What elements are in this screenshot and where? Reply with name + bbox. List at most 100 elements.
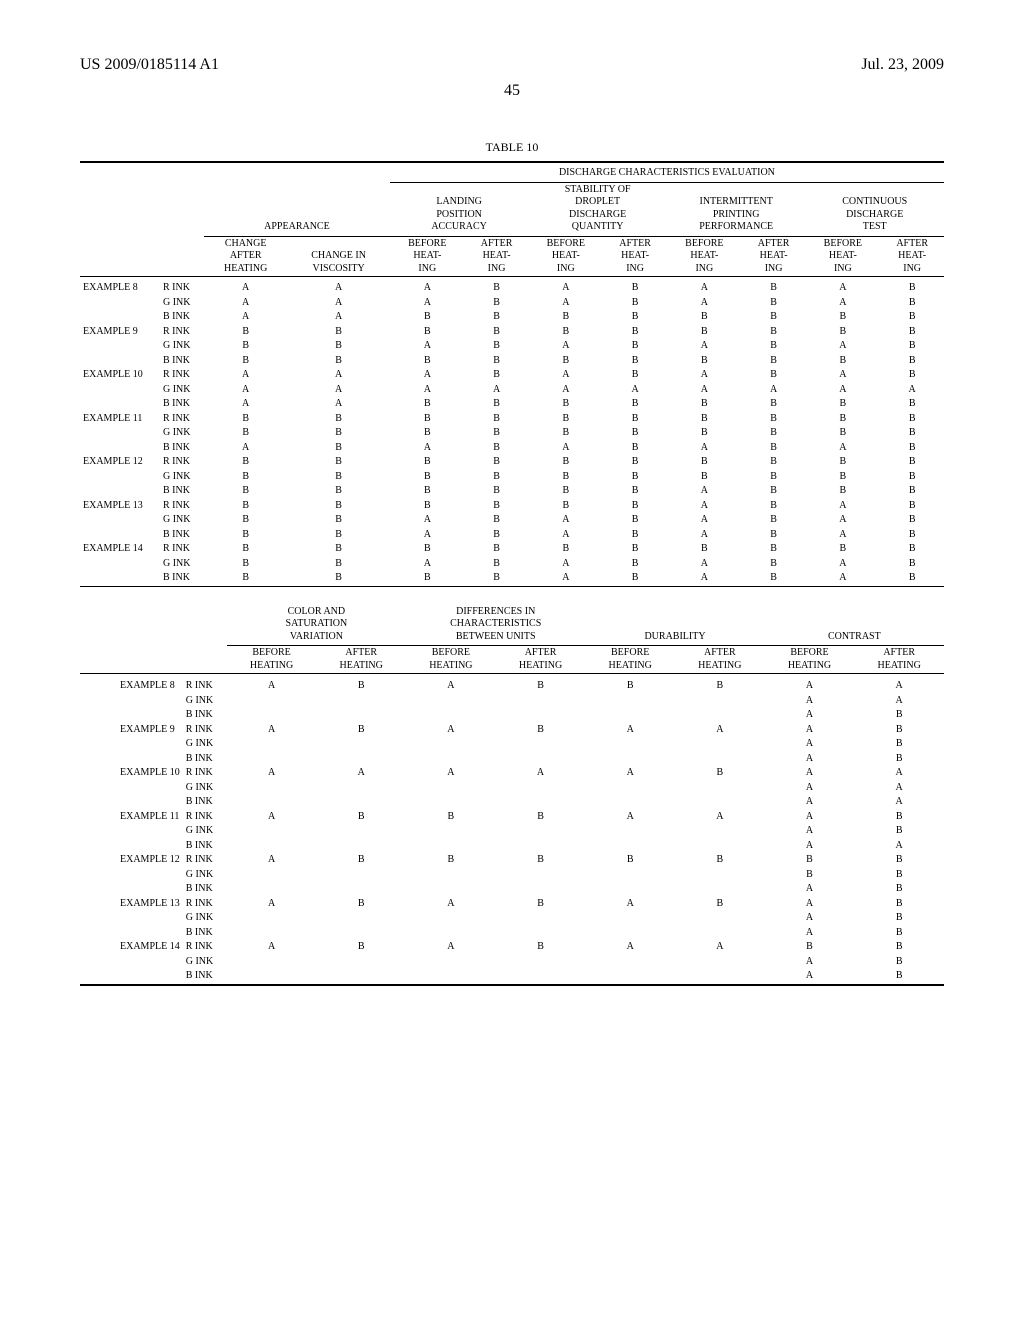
data-cell: A (204, 397, 287, 412)
publication-date: Jul. 23, 2009 (861, 56, 944, 74)
col-after: AFTERHEAT-ING (465, 236, 529, 277)
ink-cell: R INK (183, 940, 227, 955)
data-cell: B (603, 470, 667, 485)
data-cell: A (667, 557, 742, 572)
data-cell: B (316, 897, 406, 912)
col-after: AFTERHEAT-ING (880, 236, 944, 277)
example-cell: EXAMPLE 8 (80, 277, 160, 296)
table-row: B INKBBBBBBBBBB (80, 354, 944, 369)
data-cell: A (227, 766, 317, 781)
data-cell: B (880, 412, 944, 427)
col-after: AFTERHEAT-ING (742, 236, 806, 277)
data-cell: B (204, 542, 287, 557)
data-cell: A (406, 897, 496, 912)
example-cell (80, 571, 160, 586)
example-cell (80, 882, 183, 897)
data-cell: A (287, 397, 390, 412)
data-cell: A (765, 882, 855, 897)
col-before-heating: BEFOREHEATING (765, 646, 855, 674)
page-number: 45 (80, 82, 944, 100)
data-cell (316, 737, 406, 752)
data-cell (585, 839, 675, 854)
data-cell: A (316, 766, 406, 781)
data-cell: B (204, 571, 287, 586)
data-cell: B (854, 882, 944, 897)
ink-cell: R INK (160, 277, 204, 296)
table-row: G INKBBABABABAB (80, 513, 944, 528)
data-cell: A (805, 513, 880, 528)
data-cell (227, 955, 317, 970)
data-cell: A (406, 674, 496, 694)
data-cell: A (585, 940, 675, 955)
example-cell (80, 926, 183, 941)
ink-cell: R INK (160, 542, 204, 557)
col-after-heating: AFTERHEATING (675, 646, 765, 674)
data-cell: B (465, 557, 529, 572)
data-cell: B (880, 277, 944, 296)
ink-cell: G INK (183, 694, 227, 709)
table-row: G INKAB (80, 911, 944, 926)
data-cell: B (316, 810, 406, 825)
data-cell: B (603, 397, 667, 412)
ink-cell: G INK (160, 296, 204, 311)
example-cell (80, 441, 160, 456)
data-cell: A (805, 368, 880, 383)
table-row: G INKAAAAAAAAAA (80, 383, 944, 398)
data-cell: A (765, 795, 855, 810)
data-cell: B (316, 674, 406, 694)
data-cell: A (765, 955, 855, 970)
data-cell: A (603, 383, 667, 398)
data-cell: B (496, 897, 586, 912)
table-row: EXAMPLE 9R INKABABAAAB (80, 723, 944, 738)
example-cell (80, 354, 160, 369)
data-cell: B (880, 484, 944, 499)
example-cell: EXAMPLE 14 (80, 542, 160, 557)
data-cell: B (880, 441, 944, 456)
data-cell (227, 795, 317, 810)
table-row: EXAMPLE 12R INKBBBBBBBBBB (80, 455, 944, 470)
data-cell: B (390, 325, 465, 340)
ink-cell: R INK (183, 853, 227, 868)
data-cell: B (287, 412, 390, 427)
example-cell (80, 955, 183, 970)
data-cell: B (880, 499, 944, 514)
example-cell (80, 911, 183, 926)
data-cell: B (204, 339, 287, 354)
table-row: EXAMPLE 11R INKBBBBBBBBBB (80, 412, 944, 427)
ink-cell: B INK (160, 397, 204, 412)
data-cell: A (854, 795, 944, 810)
data-cell: B (287, 470, 390, 485)
ink-cell: B INK (160, 354, 204, 369)
ink-cell: G INK (160, 470, 204, 485)
data-cell: B (880, 397, 944, 412)
table-row: EXAMPLE 10R INKAAABABABAB (80, 368, 944, 383)
data-cell: A (765, 897, 855, 912)
data-cell (675, 824, 765, 839)
data-cell: A (667, 277, 742, 296)
ink-cell: G INK (183, 868, 227, 883)
ink-cell: G INK (160, 383, 204, 398)
data-cell (496, 868, 586, 883)
data-cell: B (287, 571, 390, 586)
data-cell (406, 737, 496, 752)
data-cell: B (667, 470, 742, 485)
data-cell: B (880, 296, 944, 311)
data-cell (675, 737, 765, 752)
data-cell: A (854, 781, 944, 796)
data-cell: A (854, 766, 944, 781)
data-cell (585, 911, 675, 926)
data-cell (227, 824, 317, 839)
example-cell (80, 708, 183, 723)
data-cell: A (765, 969, 855, 985)
data-cell (585, 868, 675, 883)
data-cell: B (675, 853, 765, 868)
data-cell: B (805, 412, 880, 427)
data-cell (496, 737, 586, 752)
data-cell: B (805, 397, 880, 412)
data-cell: B (390, 571, 465, 586)
data-cell: B (667, 310, 742, 325)
data-cell: B (465, 426, 529, 441)
data-cell (227, 911, 317, 926)
example-cell (80, 737, 183, 752)
example-cell (80, 528, 160, 543)
